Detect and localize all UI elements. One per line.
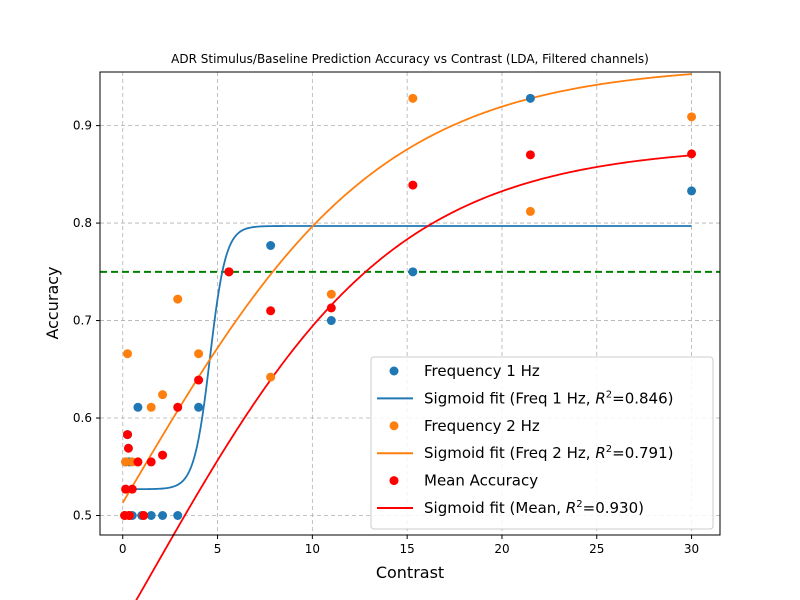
- series-2-point: [687, 112, 697, 122]
- y-tick-label: 0.9: [73, 119, 92, 133]
- series-2-point: [326, 289, 336, 299]
- y-tick-label: 0.5: [73, 509, 92, 523]
- series-2-point: [121, 457, 131, 467]
- series-3-point: [224, 267, 234, 277]
- series-3-point: [146, 457, 156, 467]
- series-3-point: [121, 484, 131, 494]
- series-3-point: [122, 430, 132, 440]
- x-tick-label: 10: [305, 542, 320, 556]
- x-axis-title: Contrast: [376, 563, 444, 582]
- series-1-point: [133, 402, 143, 412]
- point-layer: [120, 93, 697, 521]
- y-tick-label: 0.7: [73, 314, 92, 328]
- legend-marker-series-1: [389, 366, 399, 376]
- legend-label-fit-2: Sigmoid fit (Freq 2 Hz, R2=0.791): [424, 444, 674, 462]
- x-tick-label: 20: [494, 542, 509, 556]
- series-2-point: [408, 93, 418, 103]
- series-1-point: [194, 402, 204, 412]
- series-1-point: [687, 186, 697, 196]
- fit-curve-1: [122, 225, 692, 491]
- legend-marker-series-3: [389, 476, 399, 486]
- plot-frame: [99, 71, 721, 536]
- x-tick-label: 5: [214, 542, 222, 556]
- series-2-point: [525, 206, 535, 216]
- series-3-point: [127, 484, 137, 494]
- series-2-point: [266, 372, 276, 382]
- legend-label-series-2: Frequency 2 Hz: [424, 417, 540, 435]
- legend-label-fit-1: Sigmoid fit (Freq 1 Hz, R2=0.846): [424, 389, 674, 407]
- series-3-point: [158, 450, 168, 460]
- series-1-point: [266, 241, 276, 251]
- legend: Frequency 1 Hz Sigmoid fit (Freq 1 Hz, R2…: [370, 356, 714, 530]
- y-tick-label: 0.6: [73, 411, 92, 425]
- series-1-point: [408, 267, 418, 277]
- y-tick-label: 0.8: [73, 216, 92, 230]
- y-axis-title: Accuracy: [43, 266, 62, 339]
- x-tick-label: 15: [400, 542, 415, 556]
- series-3-point: [266, 306, 276, 316]
- series-3-point: [139, 511, 149, 521]
- x-tick-label: 25: [589, 542, 604, 556]
- series-3-point: [173, 402, 183, 412]
- series-1-point: [173, 511, 183, 521]
- series-2-point: [173, 294, 183, 304]
- legend-label-fit-3: Sigmoid fit (Mean, R2=0.930): [424, 499, 644, 517]
- series-3-point: [326, 303, 336, 313]
- series-1-point: [146, 511, 156, 521]
- series-3-point: [687, 149, 697, 159]
- series-1-point: [158, 511, 168, 521]
- series-2-point: [146, 402, 156, 412]
- series-2-point: [158, 390, 168, 400]
- y-ticks: 0.5 0.6 0.7 0.8 0.9: [73, 119, 100, 523]
- series-3-point: [194, 375, 204, 385]
- legend-label-series-1: Frequency 1 Hz: [424, 362, 540, 380]
- fit-curve-2: [121, 73, 692, 504]
- series-1-point: [525, 93, 535, 103]
- series-2-point: [122, 349, 132, 359]
- x-ticks: 0 5 10 15 20 25 30: [119, 535, 699, 556]
- chart-title: ADR Stimulus/Baseline Prediction Accurac…: [171, 52, 649, 66]
- legend-box: [370, 356, 714, 530]
- series-3-point: [525, 150, 535, 160]
- series-3-point: [133, 457, 143, 467]
- series-3-point: [408, 180, 418, 190]
- x-tick-label: 30: [684, 542, 699, 556]
- fit-curve-3: [135, 154, 692, 600]
- x-tick-label: 0: [119, 542, 127, 556]
- fit-curve-layer: [121, 73, 692, 600]
- series-3-point: [123, 443, 133, 453]
- series-1-point: [326, 316, 336, 326]
- legend-marker-series-2: [389, 421, 399, 431]
- legend-label-series-3: Mean Accuracy: [424, 472, 538, 490]
- series-3-point: [124, 511, 134, 521]
- series-2-point: [194, 349, 204, 359]
